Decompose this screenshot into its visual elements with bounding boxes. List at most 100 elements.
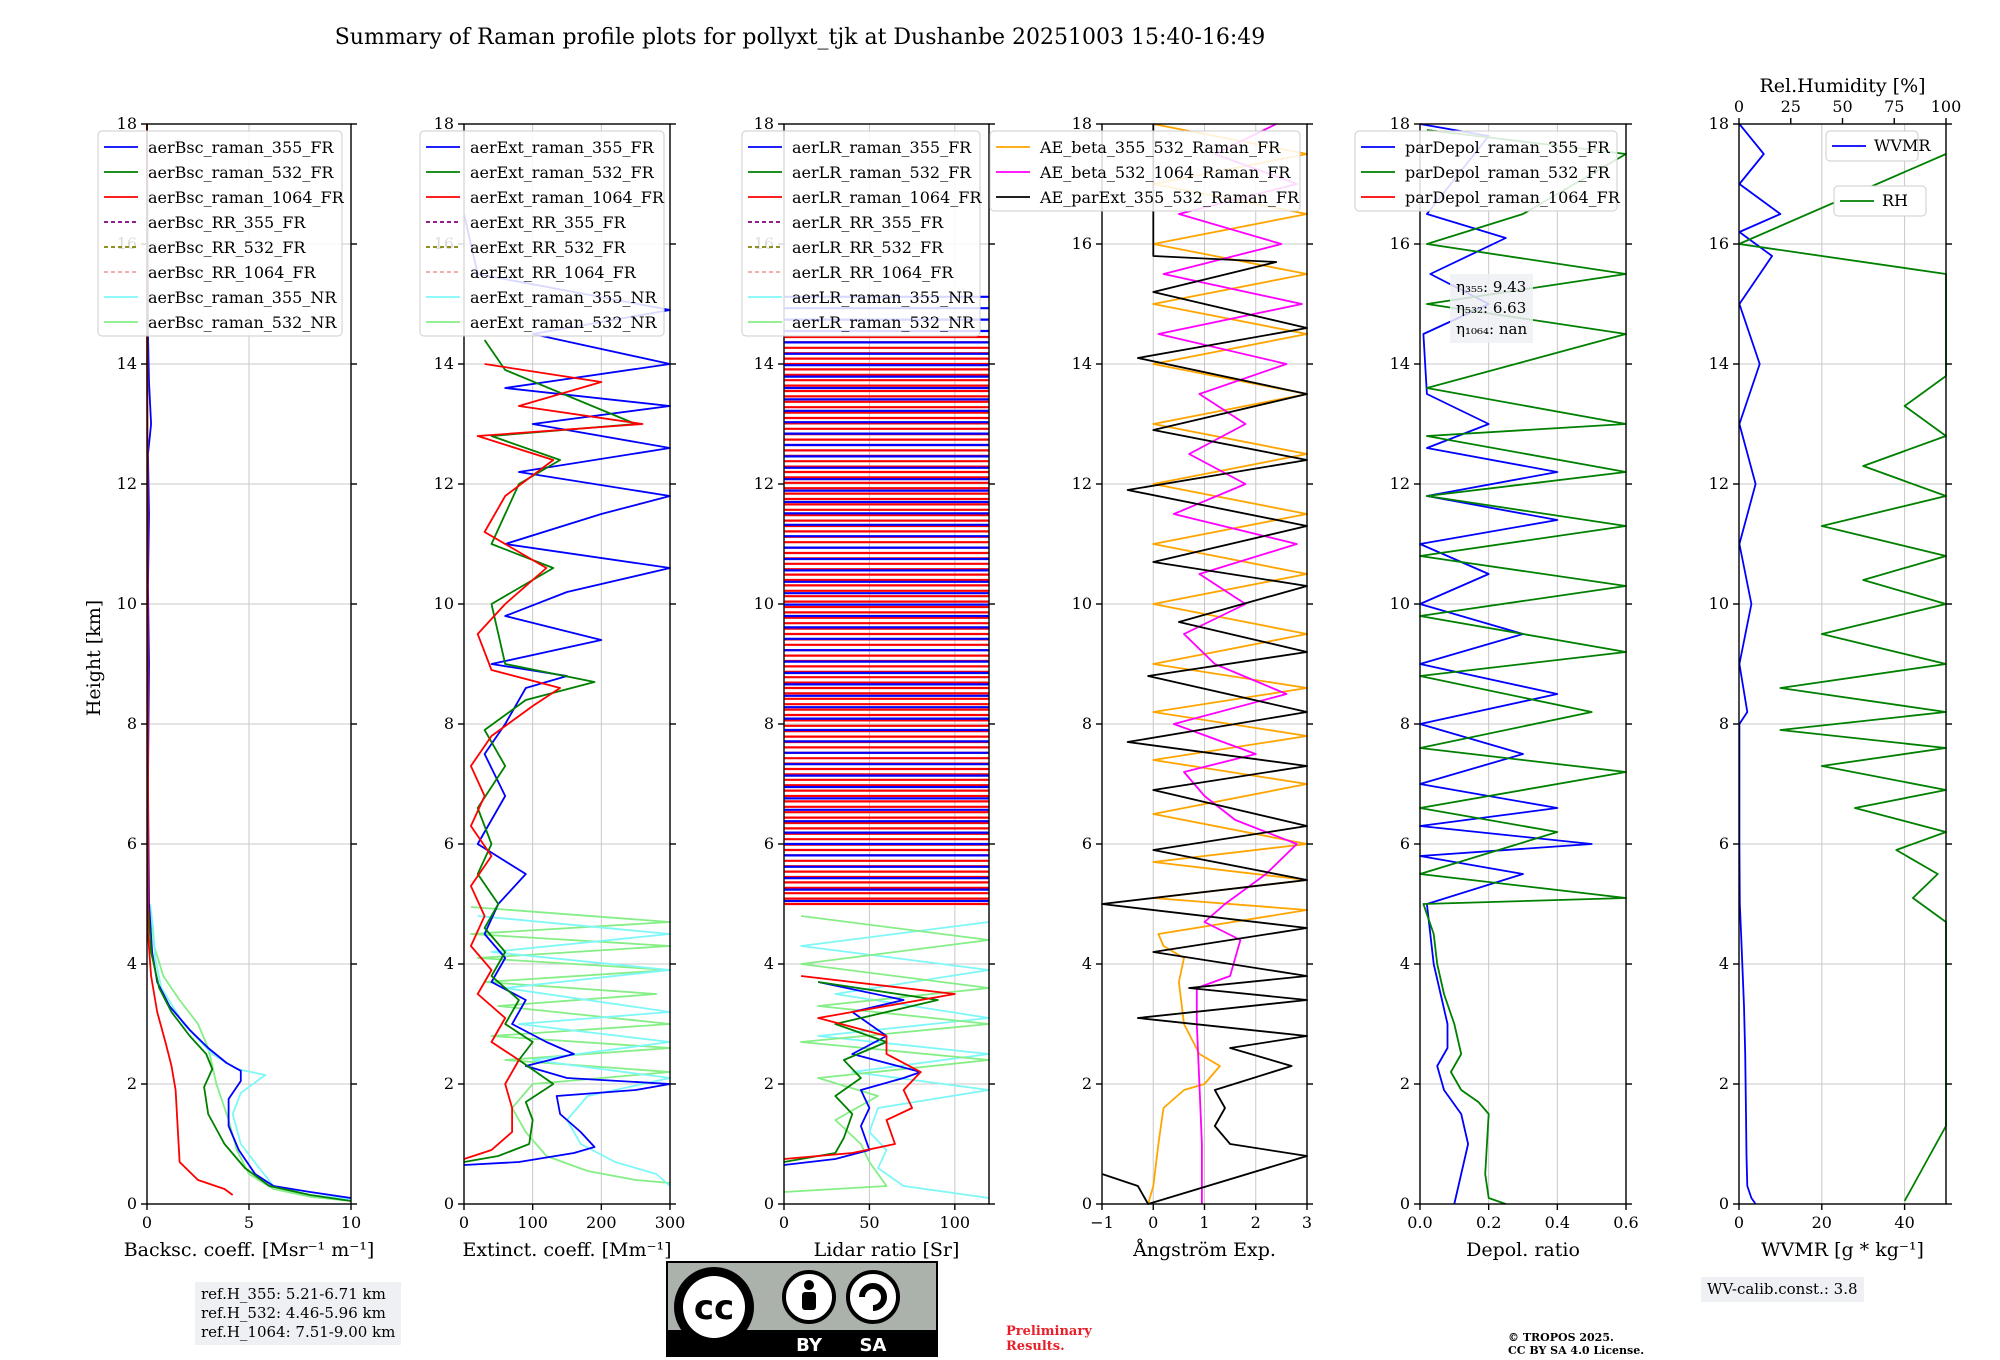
series-line-aerBsc_raman_1064_FR <box>146 123 234 1196</box>
series-line-parDepol_raman_532_FR <box>1419 129 1627 1205</box>
legend-entry-aerBsc_raman_355_NR: aerBsc_raman_355_NR <box>148 288 337 307</box>
y-tick-label: 10 <box>754 594 774 613</box>
x2-tick-label: 50 <box>1832 97 1852 116</box>
x-axis-label: WVMR [g * kg⁻¹] <box>1761 1239 1924 1261</box>
x2-tick-label: 75 <box>1884 97 1904 116</box>
legend-entry-aerLR_RR_1064_FR: aerLR_RR_1064_FR <box>792 263 954 282</box>
copyright-line-2: CC BY SA 4.0 License. <box>1508 1344 1645 1357</box>
eta-355: η₃₅₅: 9.43 <box>1456 278 1527 296</box>
legend-entry-aerLR_raman_532_NR: aerLR_raman_532_NR <box>792 313 975 332</box>
legend-entry-aerExt_raman_1064_FR: aerExt_raman_1064_FR <box>470 188 665 207</box>
x2-tick-label: 100 <box>1931 97 1962 116</box>
plot-frame <box>463 123 671 1205</box>
legend-entry-aerBsc_RR_355_FR: aerBsc_RR_355_FR <box>148 213 306 232</box>
legend-entry-aerBsc_RR_1064_FR: aerBsc_RR_1064_FR <box>148 263 317 282</box>
legend-entry-aerLR_raman_532_FR: aerLR_raman_532_FR <box>792 163 972 182</box>
x-tick-label: 0.0 <box>1407 1213 1432 1232</box>
cc-logo-inner <box>683 1276 745 1338</box>
series-line-aerExt_raman_355_NR <box>477 915 671 1187</box>
y-tick-label: 12 <box>117 474 137 493</box>
y-tick-label: 2 <box>444 1074 454 1093</box>
x-tick-label: 0 <box>1148 1213 1158 1232</box>
y-tick-label: 14 <box>434 354 454 373</box>
legend-entry-aerExt_raman_532_FR: aerExt_raman_532_FR <box>470 163 655 182</box>
legend-entry-parDepol_raman_1064_FR: parDepol_raman_1064_FR <box>1405 188 1621 207</box>
y-tick-label: 16 <box>1390 234 1410 253</box>
reference-heights-box: ref.H_355: 5.21-6.71 km ref.H_532: 4.46-… <box>195 1282 402 1345</box>
series-line-RH <box>1738 153 1947 1202</box>
y-tick-label: 8 <box>444 714 454 733</box>
x-tick-label: 40 <box>1894 1213 1914 1232</box>
y-tick-label: 18 <box>1390 114 1410 133</box>
x-tick-label: 0.4 <box>1545 1213 1570 1232</box>
legend-entry-aerBsc_RR_532_FR: aerBsc_RR_532_FR <box>148 238 306 257</box>
panel-depol: 0 2 4 6 8 10 12 14 16 18 0.0 0.2 0.4 0.6 Depol. ratio p… <box>1354 114 1639 1261</box>
y-tick-label: 6 <box>1400 834 1410 853</box>
y-tick-label: 14 <box>1390 354 1410 373</box>
panel-lidar_ratio: 024681012141618050100Lidar ratio [Sr]aer… <box>741 114 995 1261</box>
x2-tick-label: 0 <box>1734 97 1744 116</box>
legend-entry-AE_beta_532_1064_Raman_FR: AE_beta_532_1064_Raman_FR <box>1039 163 1291 182</box>
legend-box <box>1833 185 1927 217</box>
preliminary-line-1: Preliminary <box>1006 1324 1092 1339</box>
sa-icon <box>846 1270 900 1324</box>
legend-entry-aerBsc_raman_1064_FR: aerBsc_raman_1064_FR <box>148 188 345 207</box>
sa-icon-arc <box>859 1283 887 1311</box>
y-tick-label: 12 <box>754 474 774 493</box>
cc-logo-text: cc <box>694 1288 734 1328</box>
x-tick-label: 1 <box>1199 1213 1209 1232</box>
y-tick-label: 0 <box>127 1194 137 1213</box>
eta-box: η₃₅₅: 9.43 η₅₃₂: 6.63 η₁₀₆₄: nan <box>1450 274 1534 343</box>
legend-entry-parDepol_raman_532_FR: parDepol_raman_532_FR <box>1405 163 1611 182</box>
y-tick-label: 18 <box>1709 114 1729 133</box>
x-tick-label: 100 <box>517 1213 548 1232</box>
eta-1064: η₁₀₆₄: nan <box>1456 320 1528 338</box>
y-tick-label: 4 <box>1400 954 1410 973</box>
y-tick-label: 4 <box>1082 954 1092 973</box>
series-line-aerLR_raman_1064_FR <box>783 975 956 1160</box>
x-axis-label: Extinct. coeff. [Mm⁻¹] <box>462 1239 671 1261</box>
y-tick-label: 16 <box>1709 234 1729 253</box>
y-tick-label: 0 <box>444 1194 454 1213</box>
x-axis-label: Ångström Exp. <box>1132 1239 1276 1261</box>
copyright-line-1: © TROPOS 2025. <box>1508 1331 1614 1344</box>
by-label: BY <box>796 1335 823 1356</box>
sa-label: SA <box>860 1335 887 1356</box>
legend-entry-parDepol_raman_355_FR: parDepol_raman_355_FR <box>1405 138 1611 157</box>
legend-entry-aerExt_RR_355_FR: aerExt_RR_355_FR <box>470 213 627 232</box>
eta-532: η₅₃₂: 6.63 <box>1456 299 1527 317</box>
by-icon-head <box>804 1280 814 1290</box>
y-tick-label: 14 <box>754 354 774 373</box>
y-tick-label: 0 <box>1082 1194 1092 1213</box>
legend-entry-AE_beta_355_532_Raman_FR: AE_beta_355_532_Raman_FR <box>1039 138 1281 157</box>
series-line-aerBsc_raman_355_NR <box>149 903 352 1201</box>
legend-entry-aerBsc_raman_532_FR: aerBsc_raman_532_FR <box>148 163 334 182</box>
legend-box <box>741 130 981 337</box>
x-tick-label: 100 <box>940 1213 971 1232</box>
y-tick-label: 10 <box>434 594 454 613</box>
series-line-aerExt_raman_532_FR <box>463 339 637 1163</box>
x2-axis-label: Rel.Humidity [%] <box>1759 75 1925 97</box>
by-icon-body <box>802 1292 816 1310</box>
y-tick-label: 4 <box>764 954 774 973</box>
y-tick-label: 16 <box>1072 234 1092 253</box>
legend-entry-aerExt_RR_532_FR: aerExt_RR_532_FR <box>470 238 627 257</box>
panel-wvmr: 0 2 4 6 8 10 12 14 16 18 0 20 40 WVMR [g * kg⁻¹] 0 25 50… <box>1709 75 1962 1261</box>
y-tick-label: 8 <box>1719 714 1729 733</box>
legend-entry-RH: RH <box>1882 191 1908 210</box>
series-line-WVMR <box>1738 123 1782 1205</box>
y-tick-label: 6 <box>444 834 454 853</box>
ref-height-1064: ref.H_1064: 7.51-9.00 km <box>201 1323 396 1341</box>
y-tick-label: 4 <box>127 954 137 973</box>
series-line-aerExt_raman_355_FR <box>463 213 671 1166</box>
legend-entry-aerBsc_raman_355_FR: aerBsc_raman_355_FR <box>148 138 334 157</box>
legend-entry-aerLR_raman_1064_FR: aerLR_raman_1064_FR <box>792 188 982 207</box>
x2-tick-label: 25 <box>1781 97 1801 116</box>
series-line-aerExt_raman_532_NR <box>470 906 671 1184</box>
y-tick-label: 8 <box>127 714 137 733</box>
ref-height-532: ref.H_532: 4.46-5.96 km <box>201 1304 386 1322</box>
x-tick-label: 0.2 <box>1476 1213 1501 1232</box>
x-axis-label: Backsc. coeff. [Msr⁻¹ m⁻¹] <box>124 1239 375 1261</box>
